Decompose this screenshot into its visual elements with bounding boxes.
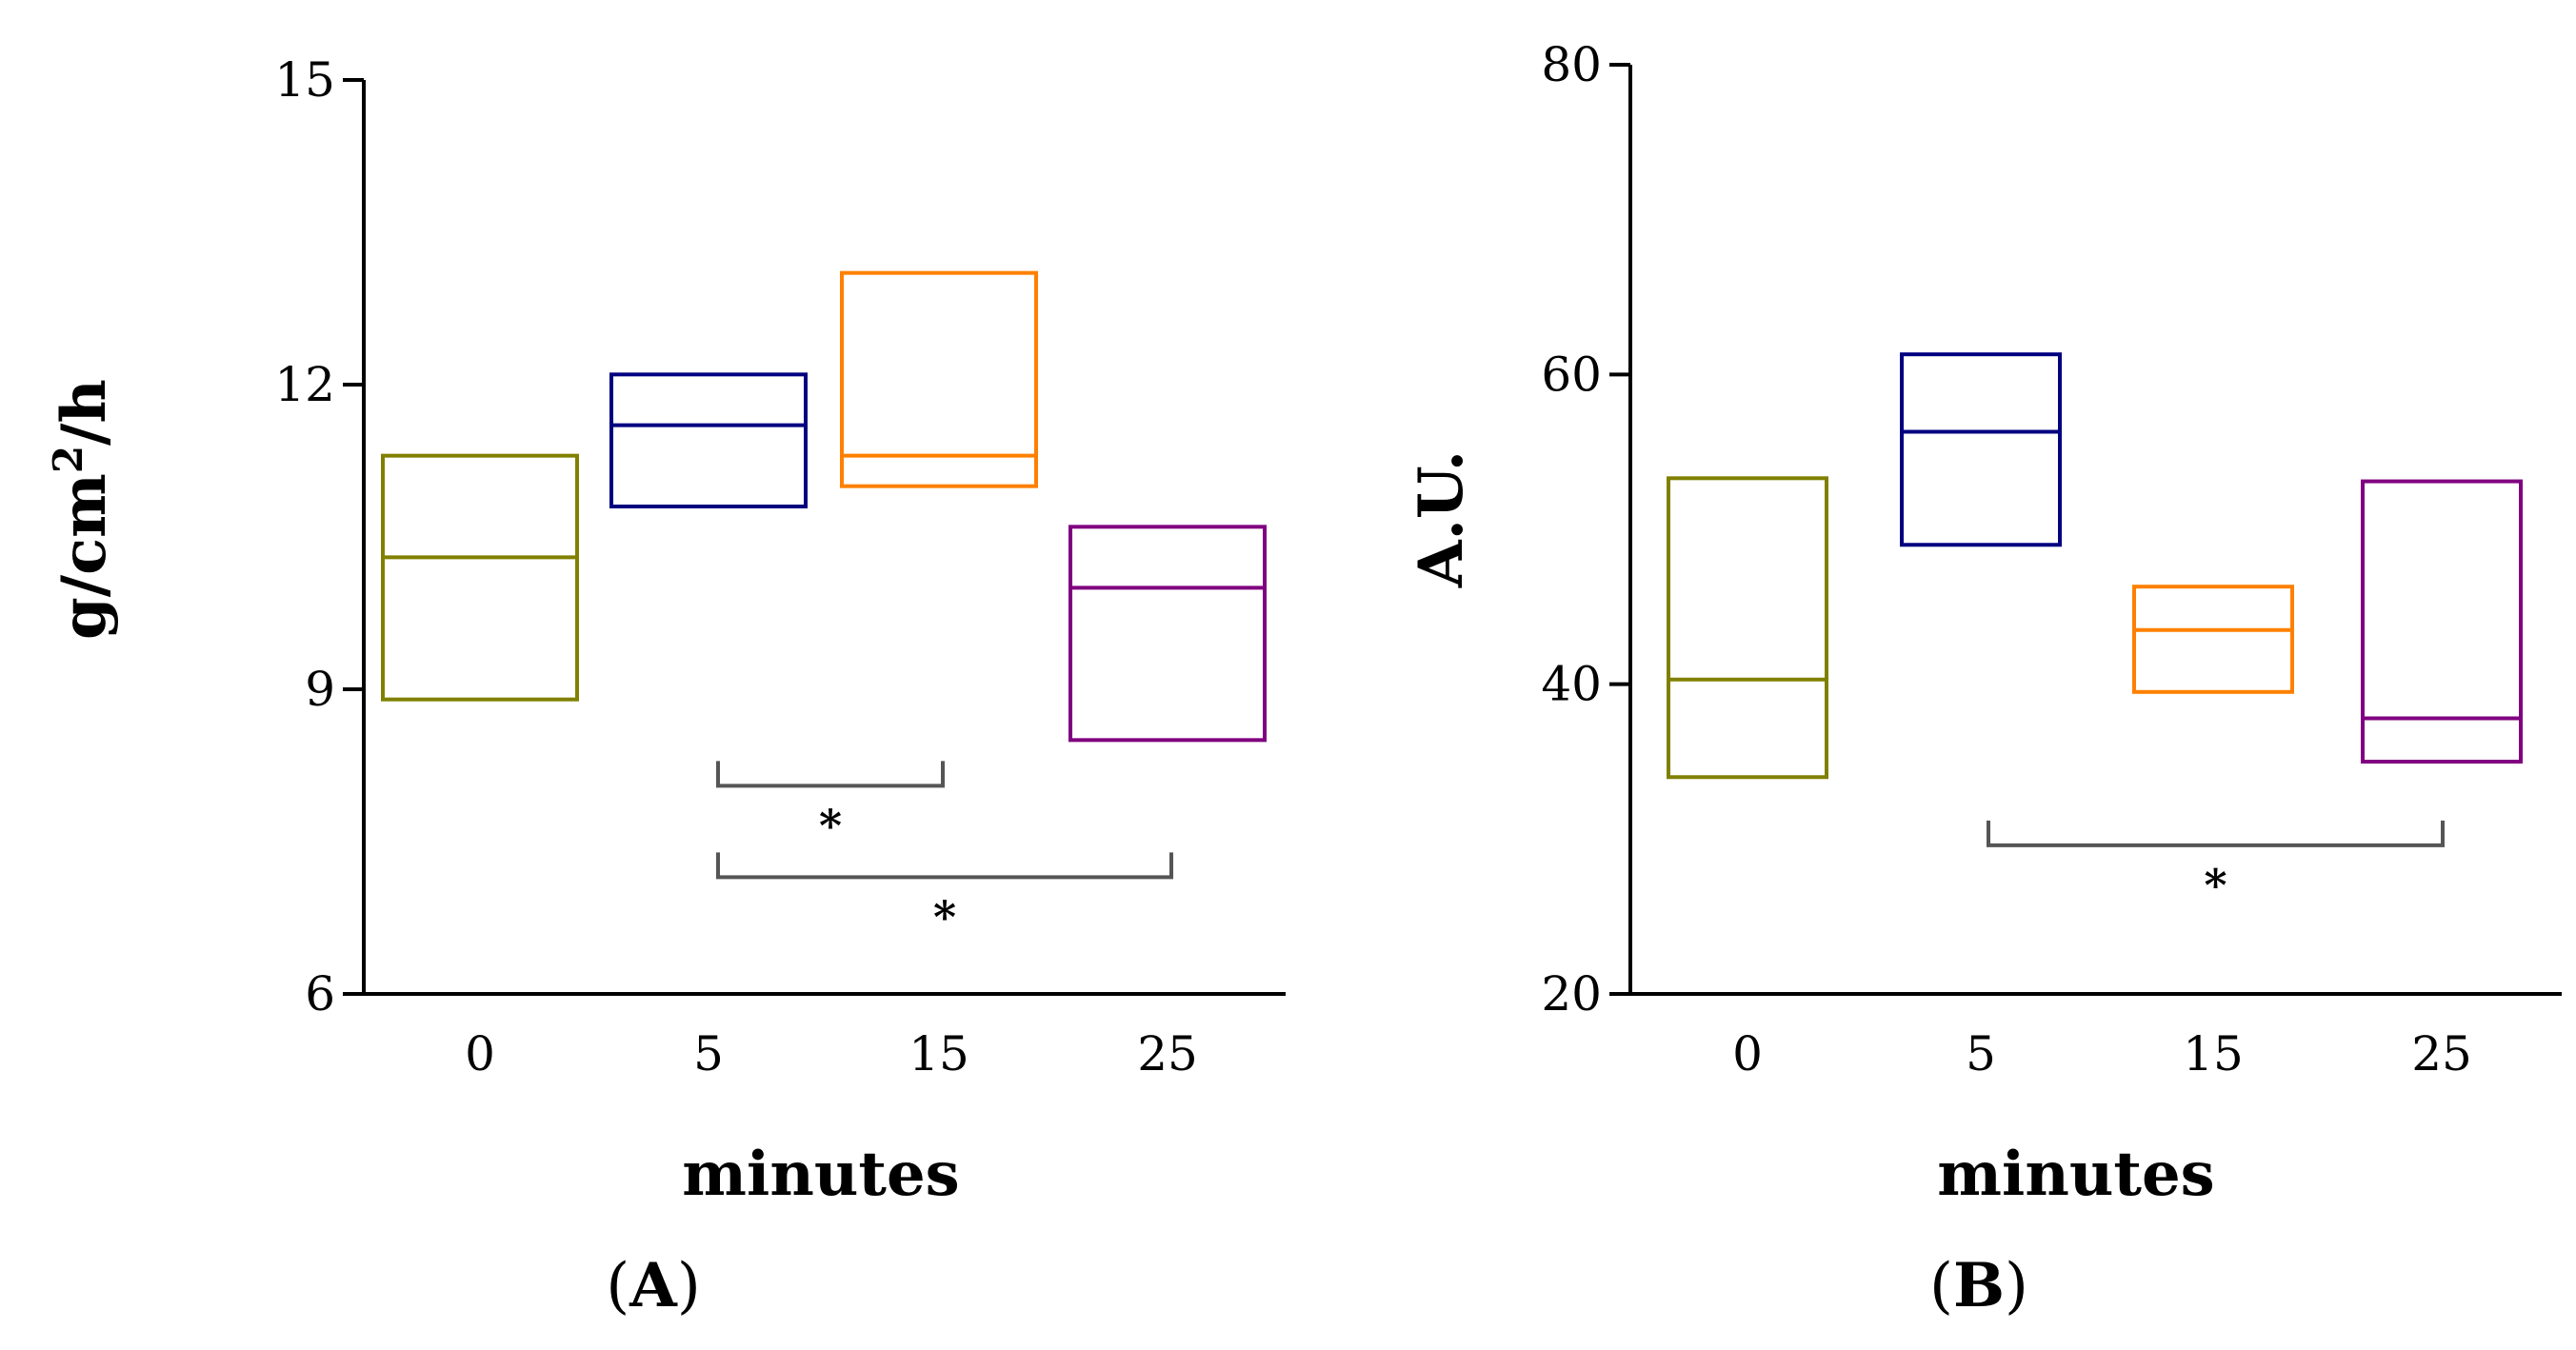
y-tick-label: 15 <box>274 52 335 108</box>
box-15-min <box>840 270 1038 488</box>
x-tick-label: 5 <box>1966 1026 1996 1082</box>
significance-star: * <box>2204 860 2227 911</box>
significance-star: * <box>819 800 842 851</box>
panel-b: 20 40 60 80 0 5 15 25 * A.U. minutes (B) <box>1406 37 2562 1321</box>
significance-star: * <box>933 891 956 943</box>
box-5-min <box>609 372 808 509</box>
bracket-line <box>1987 820 2445 847</box>
y-axis-title: A.U. <box>1406 450 1477 588</box>
x-axis: 0 5 15 25 <box>1630 992 2562 1082</box>
y-tick-label: 9 <box>305 662 335 717</box>
box-15-min <box>2132 585 2294 694</box>
box-25-min <box>1068 525 1267 743</box>
box-rect <box>840 270 1038 488</box>
significance-brackets: ** <box>716 761 1173 943</box>
x-axis-title: minutes <box>1937 1139 2214 1210</box>
y-tick-label: 80 <box>1541 37 1602 92</box>
x-tick-label: 0 <box>465 1026 495 1082</box>
box-0-min <box>381 453 579 702</box>
bracket-line <box>716 852 1173 880</box>
significance-bracket: * <box>716 761 945 851</box>
significance-bracket: * <box>1987 820 2445 911</box>
box-rect <box>2132 585 2294 694</box>
y-tick-label: 12 <box>274 357 335 412</box>
significance-bracket: * <box>716 852 1173 943</box>
box-rect <box>609 372 808 509</box>
y-tick-label: 40 <box>1541 657 1602 712</box>
y-tick-label: 20 <box>1541 966 1602 1022</box>
x-tick-label: 25 <box>2411 1026 2472 1082</box>
box-rect <box>1068 525 1267 743</box>
box-rect <box>1900 352 2062 547</box>
box-series <box>1667 352 2523 780</box>
box-5-min <box>1900 352 2062 547</box>
y-tick-label: 60 <box>1541 347 1602 402</box>
x-tick-label: 15 <box>909 1026 969 1082</box>
x-axis-title: minutes <box>682 1139 959 1210</box>
box-series <box>381 270 1267 743</box>
box-0-min <box>1667 476 1828 780</box>
x-tick-label: 0 <box>1732 1026 1763 1082</box>
box-rect <box>381 453 579 702</box>
box-25-min <box>2361 479 2523 764</box>
y-axis-title: g/cm2/h <box>45 379 120 640</box>
y-axis: 20 40 60 80 <box>1541 37 1632 1022</box>
bracket-line <box>716 761 945 788</box>
box-rect <box>1667 476 1828 780</box>
x-tick-label: 25 <box>1137 1026 1198 1082</box>
y-axis: 6 9 12 15 <box>274 52 366 1022</box>
panel-label: (A) <box>606 1250 701 1321</box>
y-tick-label: 6 <box>305 966 335 1022</box>
x-tick-label: 5 <box>693 1026 724 1082</box>
box-rect <box>2361 479 2523 764</box>
significance-brackets: * <box>1987 820 2445 911</box>
panel-label: (B) <box>1929 1250 2028 1321</box>
x-axis: 0 5 15 25 <box>364 992 1286 1082</box>
x-tick-label: 15 <box>2183 1026 2244 1082</box>
